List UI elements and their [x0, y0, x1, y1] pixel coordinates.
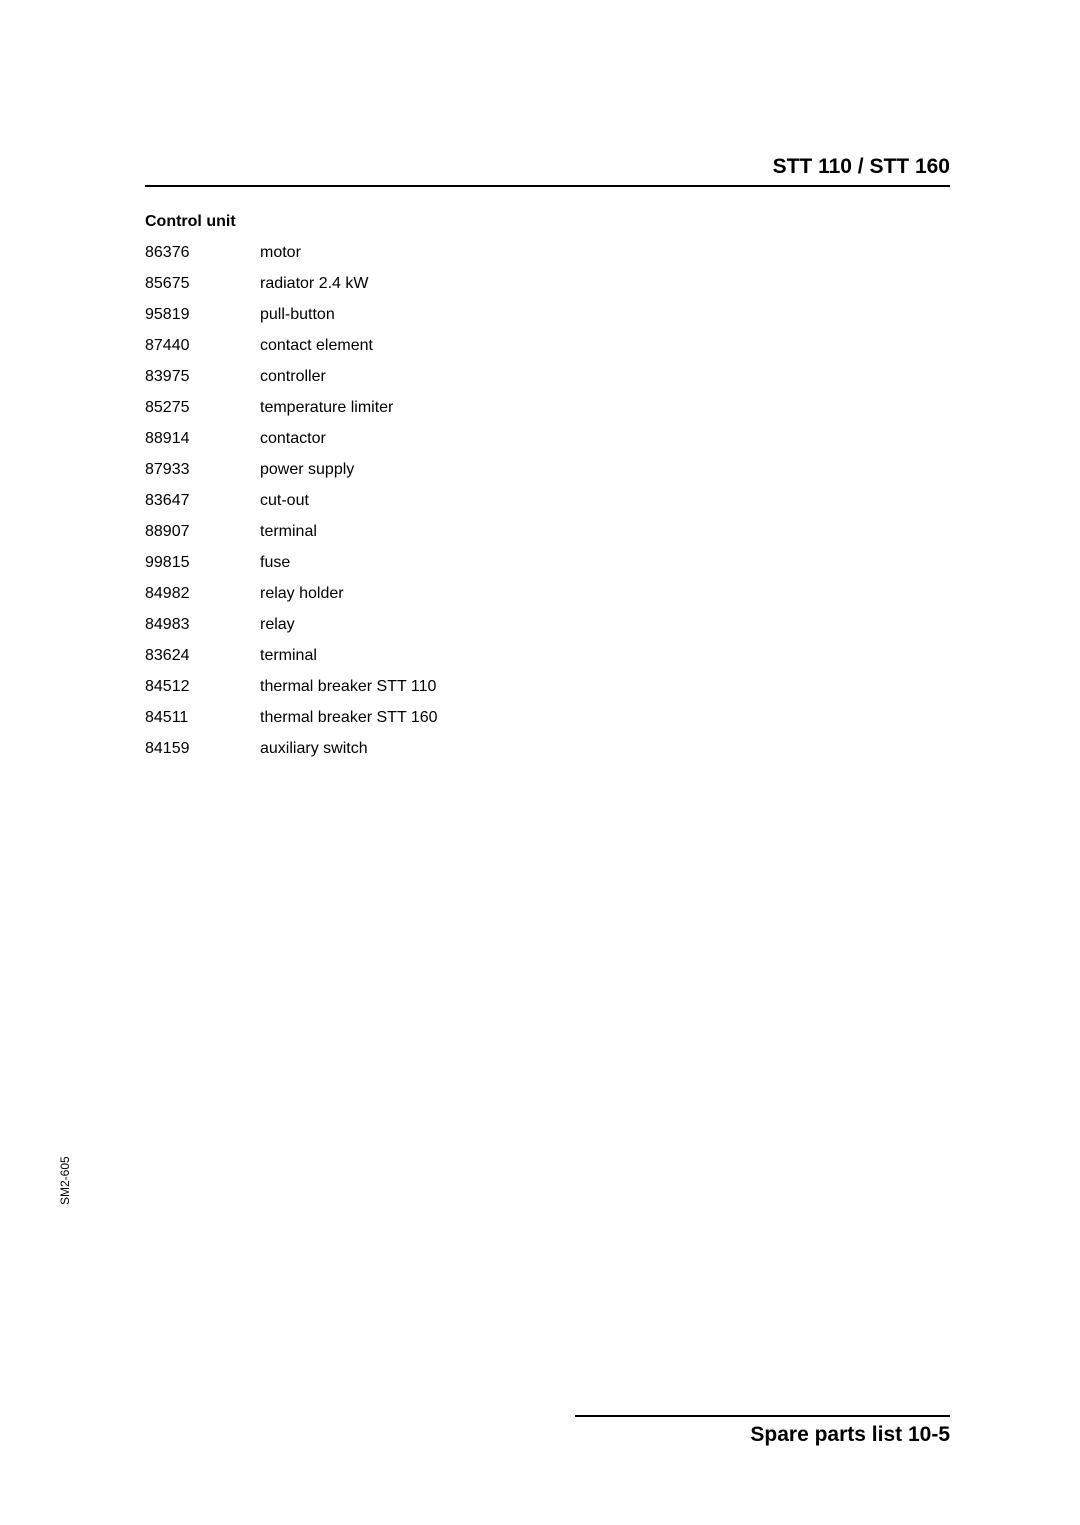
table-row: 87440 contact element	[145, 338, 438, 369]
part-number: 86376	[145, 245, 260, 276]
part-description: terminal	[260, 524, 438, 555]
table-row: 88914 contactor	[145, 431, 438, 462]
table-row: 84983 relay	[145, 617, 438, 648]
part-number: 84511	[145, 710, 260, 741]
part-number: 84512	[145, 679, 260, 710]
part-description: thermal breaker STT 160	[260, 710, 438, 741]
table-row: 85275 temperature limiter	[145, 400, 438, 431]
part-description: temperature limiter	[260, 400, 438, 431]
part-description: radiator 2.4 kW	[260, 276, 438, 307]
part-number: 87440	[145, 338, 260, 369]
footer: Spare parts list 10-5	[145, 1415, 950, 1447]
table-row: 99815 fuse	[145, 555, 438, 586]
part-number: 83975	[145, 369, 260, 400]
part-description: controller	[260, 369, 438, 400]
table-row: 83647 cut-out	[145, 493, 438, 524]
part-description: terminal	[260, 648, 438, 679]
part-number: 88907	[145, 524, 260, 555]
footer-rule: Spare parts list 10-5	[575, 1415, 950, 1447]
part-description: cut-out	[260, 493, 438, 524]
table-row: 88907 terminal	[145, 524, 438, 555]
part-description: power supply	[260, 462, 438, 493]
part-number: 85675	[145, 276, 260, 307]
part-description: relay holder	[260, 586, 438, 617]
table-row: 95819 pull-button	[145, 307, 438, 338]
side-label: SM2-605	[58, 1156, 72, 1205]
part-description: pull-button	[260, 307, 438, 338]
part-description: relay	[260, 617, 438, 648]
parts-table-body: 86376 motor 85675 radiator 2.4 kW 95819 …	[145, 245, 438, 772]
header-rule: STT 110 / STT 160	[145, 155, 950, 187]
part-description: auxiliary switch	[260, 741, 438, 772]
table-row: 87933 power supply	[145, 462, 438, 493]
part-number: 84982	[145, 586, 260, 617]
page-container: STT 110 / STT 160 Control unit 86376 mot…	[0, 0, 1080, 1525]
table-row: 84982 relay holder	[145, 586, 438, 617]
part-number: 87933	[145, 462, 260, 493]
part-description: contactor	[260, 431, 438, 462]
section-title: Control unit	[145, 213, 950, 231]
part-number: 99815	[145, 555, 260, 586]
part-number: 84159	[145, 741, 260, 772]
part-number: 84983	[145, 617, 260, 648]
part-description: fuse	[260, 555, 438, 586]
part-description: thermal breaker STT 110	[260, 679, 438, 710]
header-title: STT 110 / STT 160	[145, 155, 950, 185]
part-number: 88914	[145, 431, 260, 462]
table-row: 86376 motor	[145, 245, 438, 276]
parts-table: 86376 motor 85675 radiator 2.4 kW 95819 …	[145, 245, 438, 772]
part-number: 85275	[145, 400, 260, 431]
table-row: 84159 auxiliary switch	[145, 741, 438, 772]
part-description: contact element	[260, 338, 438, 369]
part-number: 95819	[145, 307, 260, 338]
table-row: 84511 thermal breaker STT 160	[145, 710, 438, 741]
part-number: 83624	[145, 648, 260, 679]
table-row: 84512 thermal breaker STT 110	[145, 679, 438, 710]
part-description: motor	[260, 245, 438, 276]
table-row: 85675 radiator 2.4 kW	[145, 276, 438, 307]
table-row: 83624 terminal	[145, 648, 438, 679]
table-row: 83975 controller	[145, 369, 438, 400]
part-number: 83647	[145, 493, 260, 524]
footer-title: Spare parts list 10-5	[575, 1423, 950, 1447]
